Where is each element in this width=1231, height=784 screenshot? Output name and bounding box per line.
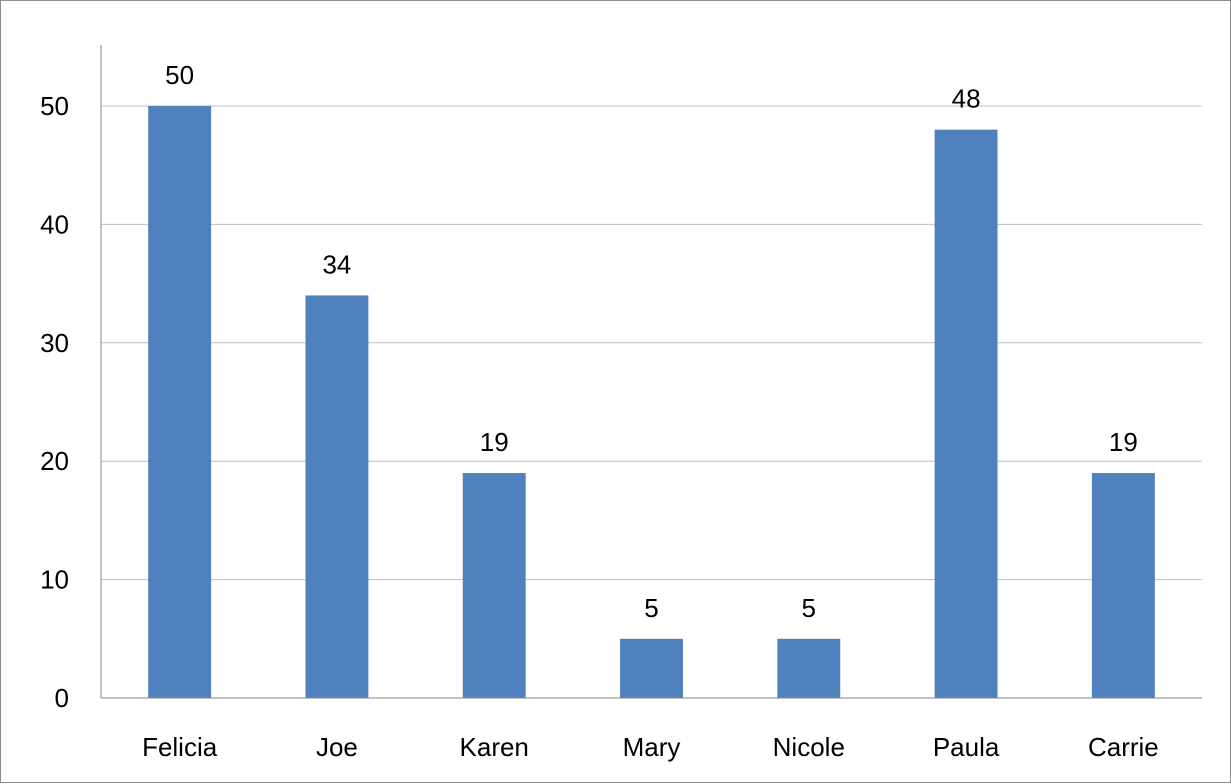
data-label: 50 [165,60,194,90]
data-label: 5 [644,593,658,623]
gridlines [101,105,1202,581]
x-tick-label: Paula [933,732,1000,762]
bar-paula [934,129,998,698]
y-tick-label: 20 [40,446,69,476]
y-tick-label: 10 [40,565,69,595]
x-tick-label: Karen [460,732,529,762]
x-tick-label: Mary [623,732,681,762]
bar-carrie [1091,473,1155,698]
data-label: 48 [952,84,981,114]
y-tick-label: 30 [40,328,69,358]
bar-mary [620,638,683,698]
axes [100,45,1202,699]
x-tick-label: Nicole [773,732,845,762]
bar-nicole [777,638,841,698]
bar-felicia [148,106,212,698]
x-tick-label: Felicia [142,732,218,762]
data-label: 19 [1109,427,1138,457]
x-tick-label: Carrie [1088,732,1159,762]
labels: 0 10 20 30 40 50 50 Felicia 34 Joe 19 Karen 5 Mary 5 Ni… [40,60,1159,762]
data-label: 34 [322,249,351,279]
y-tick-label: 50 [40,91,69,121]
y-tick-label: 0 [55,683,69,713]
data-label: 19 [480,427,509,457]
x-tick-label: Joe [316,732,358,762]
data-label: 5 [802,593,816,623]
bar-karen [462,473,526,698]
bar-joe [305,295,369,698]
bars [148,106,1155,698]
y-tick-label: 40 [40,209,69,239]
